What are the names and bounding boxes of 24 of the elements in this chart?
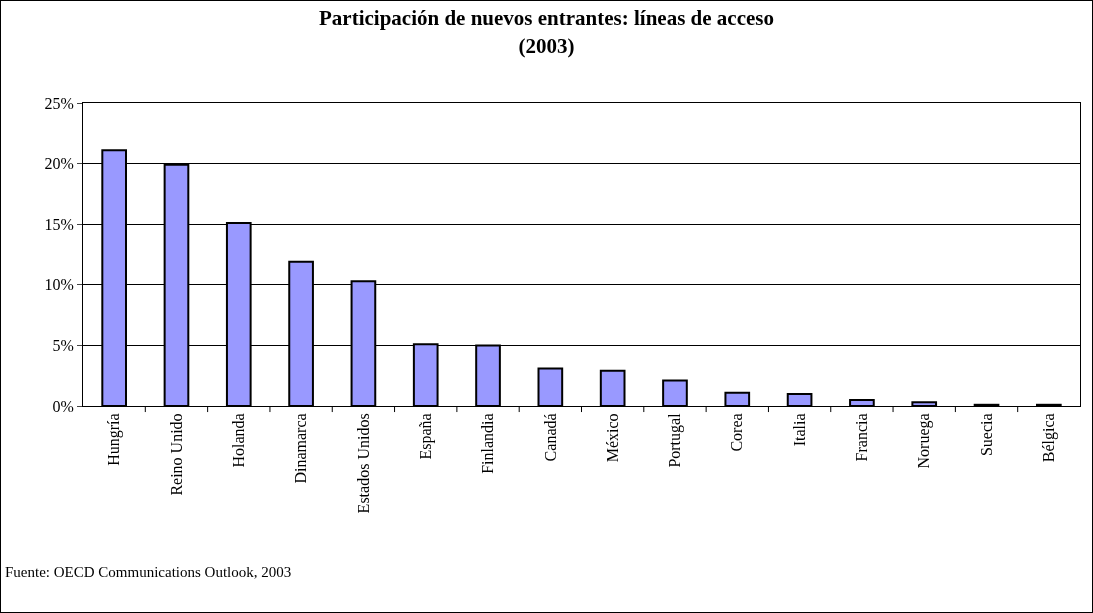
x-tick-label: Canadá (541, 413, 559, 462)
y-tick-label: 20% (44, 155, 74, 173)
x-tick-label: Reino Unido (167, 413, 185, 496)
chart-title: Participación de nuevos entrantes: líneas de acceso (2003) (319, 6, 774, 58)
x-tick-label: Noruega (915, 413, 934, 469)
x-tick-label: Estados Unidos (354, 413, 372, 514)
x-tick-label: Dinamarca (292, 413, 310, 484)
y-tick-label: 5% (52, 337, 74, 354)
x-tick-label: Bélgica (1040, 413, 1059, 463)
x-tick-label: Italia (790, 413, 808, 447)
y-tick-label: 15% (44, 215, 74, 233)
x-tick-label: Francia (853, 413, 871, 462)
x-tick-label: Finlandia (479, 413, 497, 474)
x-tick-label: Hungría (105, 413, 124, 466)
y-tick-label: 10% (44, 276, 74, 294)
source-note: Fuente: OECD Communications Outlook, 2003 (5, 564, 292, 580)
x-tick-label: Suecia (977, 413, 995, 457)
y-tick-label: 25% (44, 94, 74, 112)
x-tick-label: Portugal (666, 412, 685, 468)
x-tick-label: México (603, 413, 621, 463)
y-tick-label: 0% (52, 397, 74, 415)
x-tick-label: España (416, 413, 435, 460)
x-tick-label: Corea (728, 413, 746, 452)
x-tick-label: Holanda (229, 413, 247, 468)
